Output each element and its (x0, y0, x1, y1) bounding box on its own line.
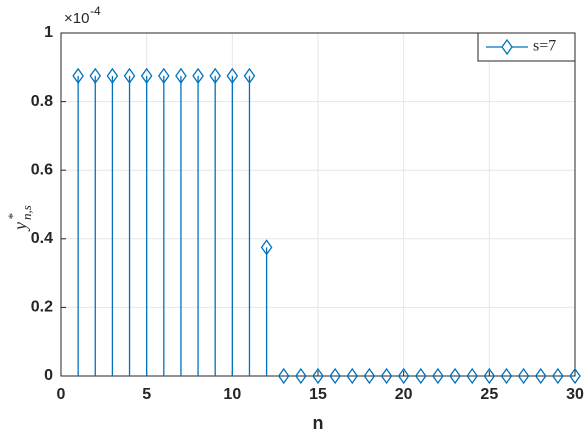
stem-marker (517, 367, 530, 385)
stem-marker (106, 67, 119, 84)
y-tick-label: 0.4 (31, 230, 53, 247)
stem-marker (209, 67, 221, 84)
stem-marker (363, 367, 376, 385)
x-axis-label: n (313, 413, 324, 433)
stem-marker (397, 367, 410, 385)
y-label-sup: * (5, 213, 20, 220)
y-axis-label: y * n,s (5, 205, 34, 232)
x-tick-label: 30 (566, 386, 584, 403)
stem-marker (534, 367, 547, 385)
stem-marker (432, 367, 444, 385)
x-tick-label: 0 (57, 386, 66, 403)
x-tick-label: 25 (480, 386, 498, 403)
stem-marker (140, 67, 153, 84)
y-tick-label: 0 (44, 367, 53, 384)
x-tick-label: 10 (223, 386, 241, 403)
stem-marker (89, 67, 102, 84)
stem-marker (312, 367, 324, 385)
stem-marker (329, 367, 341, 385)
x-tick-label: 15 (309, 386, 327, 403)
y-tick-label: 1 (44, 24, 53, 41)
y-tick-label: 0.8 (31, 93, 53, 110)
stem-marker (158, 67, 170, 84)
stem-marker (277, 367, 290, 385)
stem-marker (449, 367, 461, 385)
stem-marker (72, 67, 84, 84)
x-tick-label: 20 (395, 386, 413, 403)
stem-marker (260, 239, 273, 256)
stem-marker (226, 67, 239, 84)
plot-frame (60, 32, 576, 377)
stem-marker (552, 367, 564, 385)
stem-marker (192, 67, 204, 84)
stem-marker (500, 367, 513, 385)
y-label-base: y (10, 222, 30, 232)
stem-marker (569, 367, 581, 385)
y-scale-exponent: -4 (90, 4, 101, 18)
y-tick-label: 0.6 (31, 161, 53, 178)
stem-marker (295, 367, 307, 385)
stem-marker (175, 67, 187, 84)
stem-marker (415, 367, 427, 385)
stem-marker (483, 367, 496, 385)
y-scale-base: ×10 (64, 10, 89, 27)
stem-marker (123, 67, 136, 84)
stem-marker (380, 367, 393, 385)
legend-marker (501, 38, 513, 56)
y-label-sub: n,s (19, 205, 34, 220)
stem-marker (346, 367, 359, 385)
stem-marker (243, 67, 256, 84)
stem-marker (466, 367, 478, 385)
y-tick-label: 0.2 (31, 299, 53, 316)
x-tick-label: 5 (142, 386, 151, 403)
legend-label: s=7 (533, 38, 556, 55)
